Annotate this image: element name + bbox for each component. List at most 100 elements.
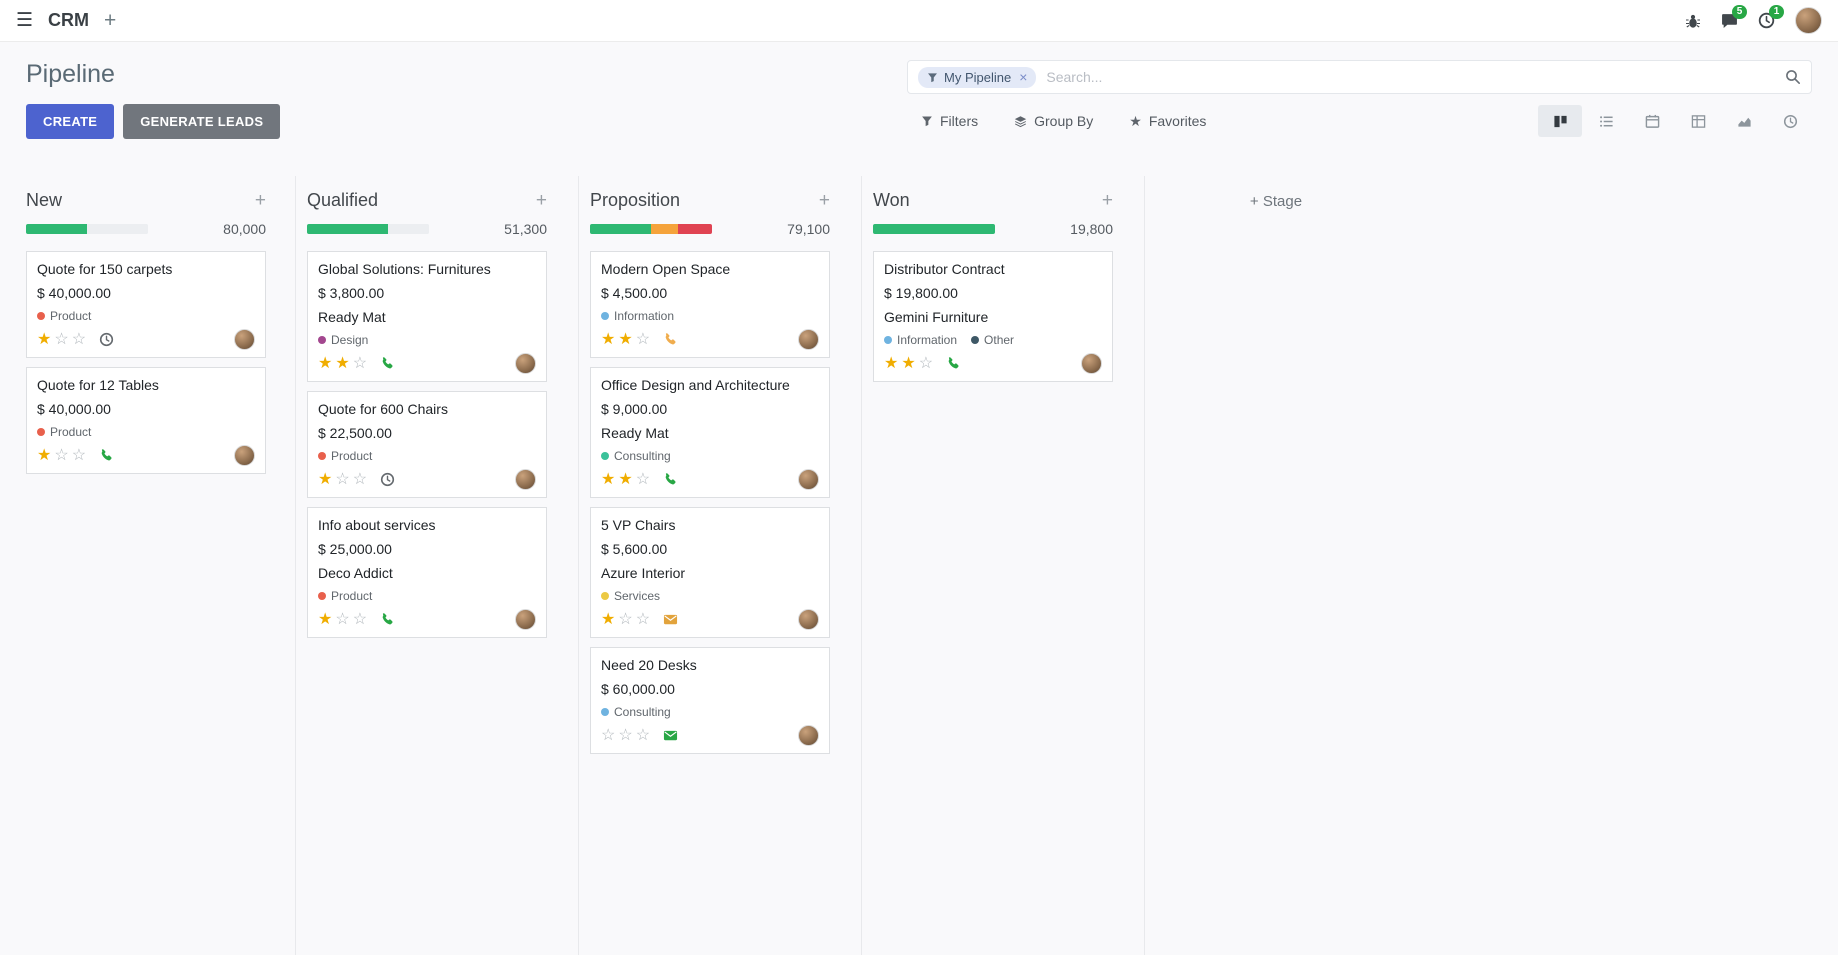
kanban-card[interactable]: 5 VP Chairs $ 5,600.00 Azure Interior Se… xyxy=(590,507,830,638)
star-icon[interactable]: ★ xyxy=(318,610,333,628)
priority-stars[interactable]: ★ ★ ☆ xyxy=(601,330,651,348)
group-by-menu[interactable]: Group By xyxy=(1014,113,1093,130)
avatar[interactable] xyxy=(798,469,819,490)
add-icon[interactable]: + xyxy=(104,9,117,32)
avatar[interactable] xyxy=(1081,353,1102,374)
star-icon[interactable]: ☆ xyxy=(635,726,651,744)
card-title[interactable]: Quote for 150 carpets xyxy=(37,261,173,277)
avatar[interactable] xyxy=(515,469,536,490)
envelope-icon[interactable] xyxy=(663,728,678,743)
card-title[interactable]: Quote for 600 Chairs xyxy=(318,401,448,417)
graph-view-button[interactable] xyxy=(1722,105,1766,137)
facet-remove-icon[interactable]: × xyxy=(1019,69,1028,85)
star-icon[interactable]: ★ xyxy=(37,330,52,348)
priority-stars[interactable]: ☆ ☆ ☆ xyxy=(601,726,651,744)
star-icon[interactable]: ☆ xyxy=(54,330,69,348)
card-title[interactable]: Info about services xyxy=(318,517,436,533)
star-icon[interactable]: ☆ xyxy=(918,354,934,372)
avatar[interactable] xyxy=(798,609,819,630)
calendar-view-button[interactable] xyxy=(1630,105,1674,137)
avatar[interactable] xyxy=(234,445,255,466)
messages-icon[interactable]: 5 xyxy=(1721,5,1747,29)
column-title[interactable]: Won xyxy=(873,190,910,210)
phone-icon[interactable] xyxy=(380,612,395,627)
kanban-card[interactable]: Modern Open Space $ 4,500.00 Information… xyxy=(590,251,830,358)
star-icon[interactable]: ☆ xyxy=(352,470,368,488)
card-title[interactable]: 5 VP Chairs xyxy=(601,517,676,533)
progress-segment[interactable] xyxy=(307,224,388,234)
favorites-menu[interactable]: ★ Favorites xyxy=(1129,112,1207,130)
star-icon[interactable]: ☆ xyxy=(635,330,651,348)
phone-icon[interactable] xyxy=(663,472,678,487)
star-icon[interactable]: ★ xyxy=(618,470,633,488)
priority-stars[interactable]: ★ ★ ☆ xyxy=(884,354,934,372)
column-add-icon[interactable]: + xyxy=(254,190,266,211)
progress-segment[interactable] xyxy=(87,224,148,234)
progress-segment[interactable] xyxy=(26,224,87,234)
card-title[interactable]: Need 20 Desks xyxy=(601,657,697,673)
column-title[interactable]: Proposition xyxy=(590,190,681,210)
column-add-icon[interactable]: + xyxy=(1101,190,1113,211)
phone-icon[interactable] xyxy=(663,332,678,347)
star-icon[interactable]: ☆ xyxy=(618,610,633,628)
star-icon[interactable]: ★ xyxy=(618,330,633,348)
avatar[interactable] xyxy=(234,329,255,350)
star-icon[interactable]: ☆ xyxy=(71,446,87,464)
priority-stars[interactable]: ★ ★ ☆ xyxy=(318,354,368,372)
search-icon[interactable] xyxy=(1785,69,1801,85)
column-progressbar[interactable] xyxy=(307,224,429,234)
kanban-card[interactable]: Info about services $ 25,000.00 Deco Add… xyxy=(307,507,547,638)
priority-stars[interactable]: ★ ☆ ☆ xyxy=(37,446,87,464)
clock-icon[interactable] xyxy=(99,332,114,347)
star-icon[interactable]: ☆ xyxy=(352,354,368,372)
card-title[interactable]: Global Solutions: Furnitures xyxy=(318,261,491,277)
avatar[interactable] xyxy=(798,329,819,350)
column-progressbar[interactable] xyxy=(590,224,712,234)
kanban-card[interactable]: Need 20 Desks $ 60,000.00 Consulting ☆ ☆ ☆ xyxy=(590,647,830,754)
priority-stars[interactable]: ★ ☆ ☆ xyxy=(318,610,367,628)
phone-icon[interactable] xyxy=(380,356,395,371)
hamburger-menu-icon[interactable]: ☰ xyxy=(16,10,34,31)
clock-icon[interactable] xyxy=(380,472,395,487)
search-bar[interactable]: My Pipeline × xyxy=(907,60,1812,94)
priority-stars[interactable]: ★ ☆ ☆ xyxy=(601,610,650,628)
star-icon[interactable]: ☆ xyxy=(601,726,616,744)
generate-leads-button[interactable]: GENERATE LEADS xyxy=(123,104,281,139)
avatar[interactable] xyxy=(515,609,536,630)
priority-stars[interactable]: ★ ☆ ☆ xyxy=(318,470,368,488)
phone-icon[interactable] xyxy=(946,356,961,371)
filters-menu[interactable]: Filters xyxy=(921,113,978,130)
star-icon[interactable]: ★ xyxy=(318,354,333,372)
star-icon[interactable]: ★ xyxy=(601,610,616,628)
card-title[interactable]: Distributor Contract xyxy=(884,261,1005,277)
star-icon[interactable]: ☆ xyxy=(335,610,350,628)
envelope-icon[interactable] xyxy=(663,612,678,627)
progress-segment[interactable] xyxy=(651,224,678,234)
bug-icon[interactable] xyxy=(1685,13,1701,29)
card-title[interactable]: Quote for 12 Tables xyxy=(37,377,159,393)
progress-segment[interactable] xyxy=(677,224,712,234)
card-title[interactable]: Office Design and Architecture xyxy=(601,377,790,393)
column-title[interactable]: New xyxy=(26,190,63,210)
kanban-card[interactable]: Global Solutions: Furnitures $ 3,800.00 … xyxy=(307,251,547,382)
avatar[interactable] xyxy=(515,353,536,374)
star-icon[interactable]: ★ xyxy=(601,330,616,348)
list-view-button[interactable] xyxy=(1584,105,1628,137)
priority-stars[interactable]: ★ ★ ☆ xyxy=(601,470,650,488)
user-avatar[interactable] xyxy=(1795,7,1822,34)
star-icon[interactable]: ★ xyxy=(318,470,333,488)
star-icon[interactable]: ☆ xyxy=(54,446,69,464)
star-icon[interactable]: ★ xyxy=(901,354,916,372)
add-stage-button[interactable]: + Stage xyxy=(1249,193,1303,210)
column-progressbar[interactable] xyxy=(26,224,148,234)
star-icon[interactable]: ★ xyxy=(335,354,350,372)
app-name[interactable]: CRM xyxy=(48,10,90,30)
kanban-card[interactable]: Office Design and Architecture $ 9,000.0… xyxy=(590,367,830,498)
kanban-view-button[interactable] xyxy=(1538,105,1582,137)
kanban-card[interactable]: Quote for 12 Tables $ 40,000.00 Product … xyxy=(26,367,266,474)
progress-segment[interactable] xyxy=(387,224,429,234)
activities-icon[interactable]: 1 xyxy=(1758,5,1784,29)
kanban-card[interactable]: Distributor Contract $ 19,800.00 Gemini … xyxy=(873,251,1113,382)
search-input[interactable] xyxy=(1036,69,1785,85)
star-icon[interactable]: ★ xyxy=(601,470,616,488)
